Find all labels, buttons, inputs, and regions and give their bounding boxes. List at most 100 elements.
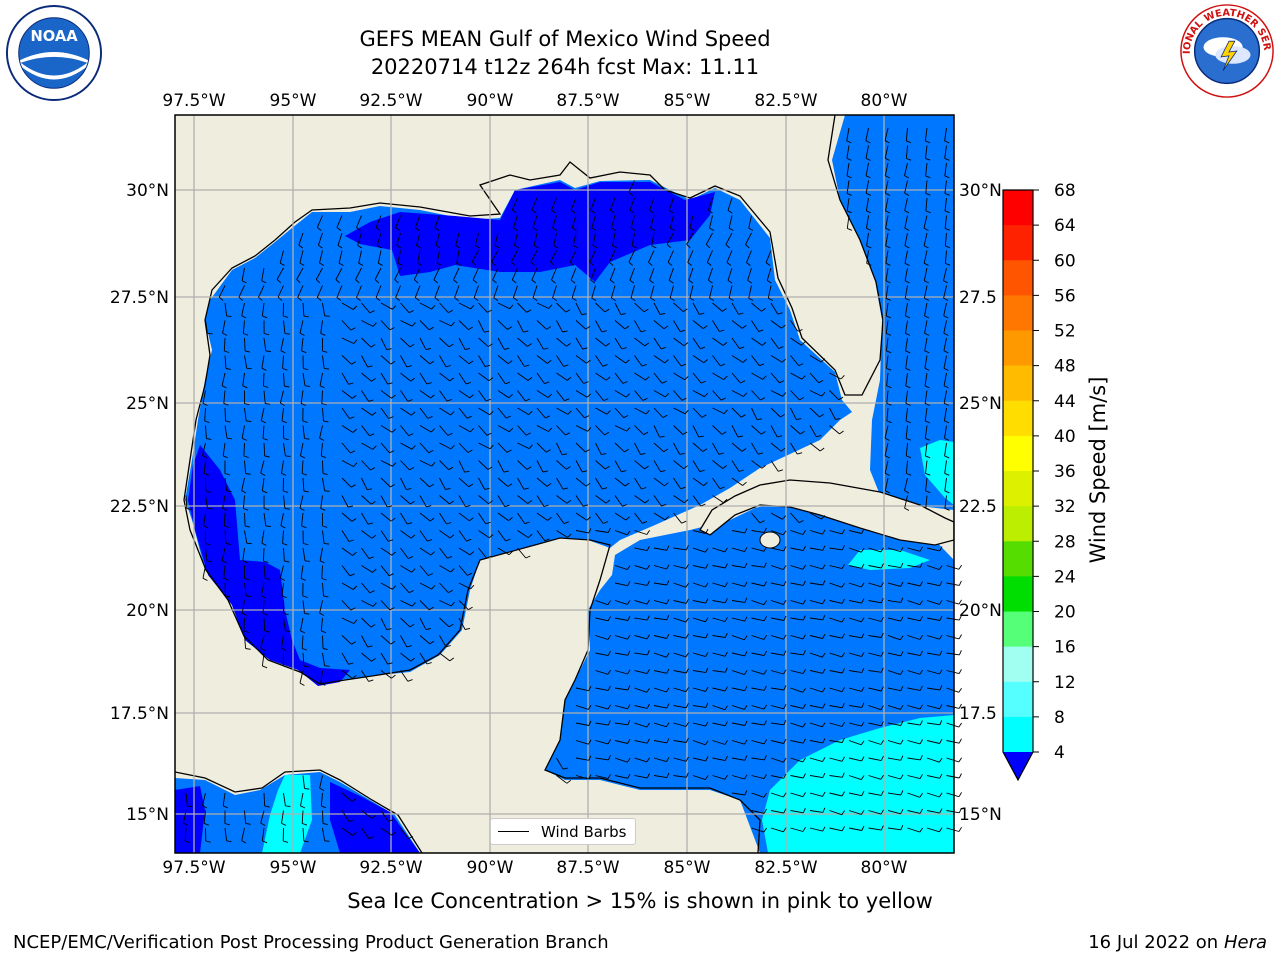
wind-barb-flag [822, 564, 826, 570]
wind-barb-staff [400, 600, 413, 607]
wind-barb-flag [818, 379, 824, 384]
wind-barb-staff [884, 442, 889, 456]
wind-barb-staff [692, 495, 702, 507]
wind-barb-flag [680, 329, 686, 333]
wind-barb-staff [629, 197, 635, 211]
wind-barb-flag [261, 420, 267, 424]
wind-barb-staff [712, 477, 721, 489]
wind-barb-staff [770, 635, 784, 640]
wind-barb-flag [351, 641, 357, 645]
wind-barb-flag [324, 665, 330, 667]
wind-barb-staff [532, 285, 538, 299]
wind-barb-staff [731, 705, 745, 710]
wind-barb-flag [724, 774, 728, 780]
wind-barb-flag [450, 321, 455, 327]
wind-barb-flag [742, 325, 747, 329]
wind-barb-flag [322, 525, 328, 528]
wind-barb-flag [465, 504, 471, 508]
wind-barb-flag [724, 582, 728, 587]
wind-barb-staff [341, 827, 353, 836]
wind-barb-flag [352, 428, 358, 433]
wind-barb-flag [264, 805, 270, 808]
wind-barb-flag [886, 332, 892, 336]
wind-barb-flag [748, 297, 754, 301]
colorbar-tick-label: 12 [1054, 673, 1076, 693]
wind-barb-staff [361, 407, 373, 416]
wind-barb-flag [411, 411, 416, 416]
wind-barb-staff [712, 740, 726, 745]
wind-barb-flag [841, 652, 845, 658]
wind-barb-flag [489, 411, 494, 416]
wind-barb-flag [822, 757, 826, 762]
wind-barb-staff [653, 302, 661, 315]
wind-barb-staff [595, 530, 609, 533]
wind-barb-staff [356, 285, 362, 298]
wind-barb-flag [958, 669, 962, 674]
wind-barb-staff [770, 425, 778, 438]
wind-barb-staff [728, 215, 733, 229]
wind-barb-staff [439, 320, 452, 327]
wind-barb-staff [907, 827, 920, 833]
wind-barb-flag [301, 525, 307, 529]
wind-barb-flag [861, 563, 865, 569]
wind-barb-staff [926, 687, 940, 691]
wind-barb-staff [770, 320, 782, 329]
wind-barb-flag [279, 262, 285, 266]
wind-barb-staff [595, 635, 609, 640]
wind-barb-flag [646, 722, 650, 728]
wind-barb-flag [885, 490, 891, 494]
wind-barb-flag [409, 467, 415, 471]
noaa-logo-text: NOAA [30, 28, 78, 45]
wind-barb-staff [673, 372, 685, 381]
wind-barb-flag [924, 350, 930, 354]
wind-barb-staff [770, 442, 782, 452]
wind-barb-staff [790, 425, 801, 435]
wind-barb-staff [887, 582, 901, 587]
wind-barb-staff [380, 372, 389, 385]
wind-barb-staff [595, 495, 607, 504]
colorbar-tick-label: 68 [1054, 181, 1076, 201]
wind-barb-flag [487, 309, 493, 313]
wind-barb-flag [644, 342, 650, 347]
wind-barb-staff [653, 320, 665, 330]
wind-barb-flag [722, 465, 727, 469]
wind-barb-flag [744, 651, 748, 657]
colorbar-segment [1003, 365, 1033, 402]
wind-barb-flag [709, 227, 715, 231]
wind-barb-staff [944, 250, 947, 264]
wind-barb-flag [620, 313, 626, 316]
wind-barb-staff [728, 285, 733, 299]
wind-barb-staff [553, 232, 557, 246]
wind-barb-flag [562, 453, 568, 456]
wind-barb-staff [868, 635, 882, 638]
wind-barb-flag [392, 305, 397, 310]
wind-barb-staff [595, 460, 606, 470]
wind-barb-flag [763, 755, 767, 761]
wind-barb-staff [692, 757, 706, 762]
wind-barb-flag [223, 455, 228, 459]
wind-barb-staff [770, 775, 784, 779]
wind-barb-flag [799, 397, 805, 401]
wind-barb-flag [284, 332, 290, 335]
wind-barb-flag [861, 790, 865, 796]
wind-barb-flag [488, 500, 493, 505]
wind-barb-flag [550, 261, 555, 266]
wind-barb-flag [666, 243, 672, 249]
wind-barb-staff [770, 460, 779, 472]
wind-barb-flag [649, 279, 654, 284]
wind-barb-staff [884, 477, 889, 491]
wind-barb-flag [566, 376, 572, 381]
wind-barb-staff [653, 582, 667, 586]
wind-barb-flag [798, 363, 804, 367]
wind-barb-staff [651, 232, 655, 246]
wind-barb-flag [606, 410, 611, 415]
wind-barb-flag [759, 520, 765, 524]
colorbar-tick-label: 44 [1054, 392, 1076, 412]
wind-barb-flag [724, 705, 728, 710]
wind-barb-staff [263, 792, 266, 807]
wind-barb-flag [244, 403, 250, 406]
wind-barb-staff [277, 285, 284, 298]
wind-barb-flag [958, 738, 962, 744]
wind-barb-flag [417, 262, 423, 266]
wind-barb-staff [302, 425, 305, 439]
